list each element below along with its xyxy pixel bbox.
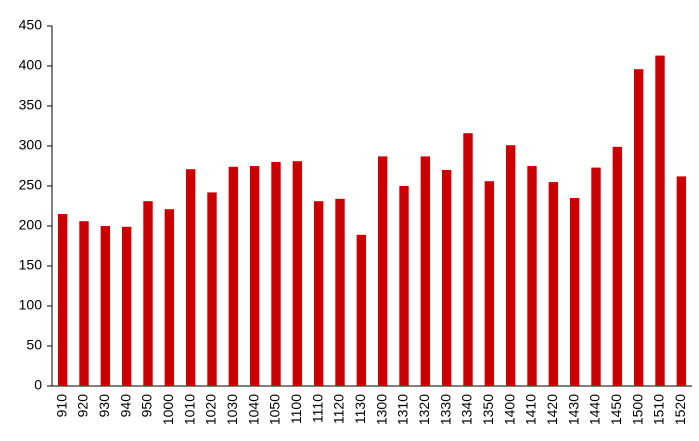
y-tick-label: 450 xyxy=(19,17,43,33)
x-tick-label: 1420 xyxy=(544,394,560,425)
y-tick-label: 350 xyxy=(19,97,43,113)
x-tick-label: 1010 xyxy=(181,394,197,425)
bar xyxy=(143,201,153,386)
bar xyxy=(335,198,345,386)
x-tick-label: 1430 xyxy=(565,394,581,425)
bar xyxy=(441,170,452,386)
bar xyxy=(313,201,324,386)
bar xyxy=(463,133,473,386)
y-tick-label: 200 xyxy=(19,217,43,233)
x-tick-label: 1350 xyxy=(480,394,496,425)
bar xyxy=(420,156,431,386)
bar xyxy=(207,192,217,386)
x-tick-label: 1020 xyxy=(203,394,219,425)
x-tick-label: 1030 xyxy=(224,394,240,425)
bar xyxy=(79,221,89,386)
bar xyxy=(484,181,495,386)
x-tick-label: 1120 xyxy=(331,394,347,424)
bar xyxy=(121,226,132,386)
bar xyxy=(292,161,303,386)
bar xyxy=(505,145,516,386)
x-tick-label: 1110 xyxy=(309,394,325,423)
x-tick-label: 1040 xyxy=(245,394,261,425)
bar xyxy=(527,166,537,386)
x-tick-label: 910 xyxy=(53,394,69,418)
bar xyxy=(377,156,388,386)
bar xyxy=(548,182,559,386)
y-tick-label: 0 xyxy=(34,377,42,393)
x-tick-label: 1000 xyxy=(160,394,176,425)
x-tick-label: 940 xyxy=(117,394,133,418)
bar xyxy=(676,176,687,386)
bar xyxy=(185,169,196,386)
bar xyxy=(633,69,644,386)
x-tick-label: 1410 xyxy=(523,394,539,425)
bar xyxy=(249,166,260,386)
bar xyxy=(164,209,175,386)
x-tick-label: 930 xyxy=(96,394,112,418)
y-tick-label: 50 xyxy=(26,337,42,353)
bar xyxy=(100,226,111,386)
bar xyxy=(591,167,601,386)
bar xyxy=(57,214,68,386)
x-tick-label: 950 xyxy=(139,394,155,418)
x-tick-label: 1340 xyxy=(459,394,475,425)
bar xyxy=(569,198,580,386)
x-tick-label: 1440 xyxy=(587,394,603,425)
x-tick-label: 1330 xyxy=(437,394,453,425)
y-tick-label: 250 xyxy=(19,177,43,193)
x-tick-label: 1300 xyxy=(373,394,389,425)
bar xyxy=(612,146,623,386)
x-tick-label: 1310 xyxy=(395,394,411,425)
x-tick-label: 1450 xyxy=(608,394,624,425)
y-tick-label: 400 xyxy=(19,57,43,73)
x-tick-label: 920 xyxy=(75,394,91,418)
y-tick-label: 100 xyxy=(19,297,43,313)
x-tick-label: 1130 xyxy=(352,394,368,424)
x-tick-label: 1320 xyxy=(416,394,432,425)
bar xyxy=(655,55,665,386)
x-tick-label: 1400 xyxy=(501,394,517,425)
bar xyxy=(228,166,239,386)
y-tick-label: 150 xyxy=(19,257,43,273)
x-tick-label: 1520 xyxy=(672,394,688,425)
y-tick-label: 300 xyxy=(19,137,43,153)
x-tick-label: 1050 xyxy=(267,394,283,425)
x-tick-label: 1500 xyxy=(629,394,645,425)
x-tick-label: 1510 xyxy=(651,394,667,425)
bar xyxy=(356,234,367,386)
bar xyxy=(399,186,409,386)
x-tick-label: 1100 xyxy=(288,394,304,424)
bar xyxy=(271,162,281,386)
